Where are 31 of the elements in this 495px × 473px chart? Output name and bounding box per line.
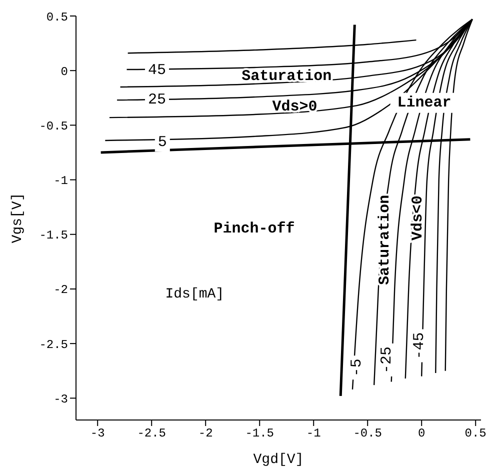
- annotation: 5: [158, 134, 167, 152]
- annotation: -5: [348, 358, 366, 377]
- x-tick-label: -1.5: [245, 426, 274, 441]
- annotation: Pinch-off: [214, 220, 295, 238]
- x-tick-label: 0.5: [464, 426, 486, 441]
- y-tick-label: -3: [54, 392, 68, 406]
- annotation: -45: [410, 332, 428, 360]
- annotation: 45: [148, 62, 166, 80]
- annotation: Ids[mA]: [165, 286, 224, 302]
- y-axis-title: Vgs[V]: [10, 192, 26, 244]
- x-tick-label: -0.5: [353, 426, 382, 441]
- annotation: Vds>0: [272, 98, 318, 116]
- annotation: Vds<0: [410, 195, 427, 241]
- x-tick-label: -1: [306, 426, 321, 441]
- x-tick-label: -3: [90, 426, 105, 441]
- y-tick-label: -1.5: [39, 228, 68, 243]
- x-axis-title: Vgd[V]: [253, 452, 304, 468]
- x-tick-label: -2.5: [137, 426, 166, 441]
- y-tick-label: -2: [54, 283, 68, 298]
- annotation: Saturation: [376, 194, 394, 285]
- y-tick-label: 0: [60, 64, 68, 79]
- x-tick-label: -2: [198, 426, 213, 441]
- y-tick-label: -1: [54, 174, 68, 188]
- x-tick-label: 0: [418, 426, 426, 441]
- y-tick-label: 0.5: [46, 10, 68, 24]
- annotation: Saturation: [242, 68, 332, 86]
- annotation: 25: [148, 92, 166, 109]
- annotation: -25: [378, 346, 396, 374]
- annotation: Linear: [397, 94, 452, 112]
- y-tick-label: -0.5: [39, 119, 68, 134]
- y-tick-label: -2.5: [39, 338, 68, 352]
